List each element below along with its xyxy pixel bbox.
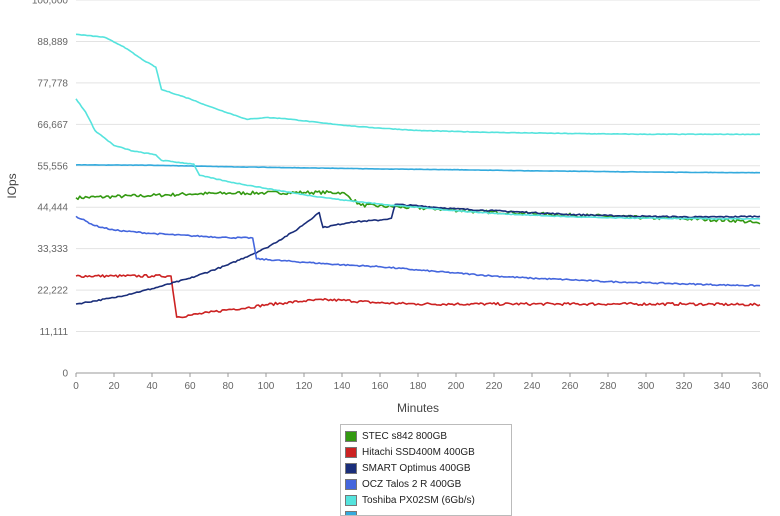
- x-tick-label: 20: [108, 381, 120, 392]
- y-tick-label: 55,556: [37, 161, 68, 172]
- y-tick-label: 100,000: [32, 0, 69, 7]
- y-tick-label: 11,111: [40, 327, 69, 338]
- x-tick-label: 160: [372, 381, 389, 392]
- legend-swatch: [345, 462, 357, 474]
- y-tick-label: 66,667: [37, 120, 68, 131]
- legend-label: STEC s842 800GB: [362, 430, 448, 442]
- y-tick-label: 33,333: [37, 244, 68, 255]
- line-chart: 0 11,111 22,222 33,333 44,444 55,556 66,667 77,…: [5, 0, 769, 415]
- legend-label: SMART Optimus 400GB: [362, 462, 471, 474]
- series-line[interactable]: [75, 215, 761, 287]
- series-line[interactable]: [75, 203, 761, 305]
- legend-item[interactable]: Toshiba PX02SM (6Gb/s): [345, 492, 511, 508]
- x-tick-label: 140: [334, 381, 351, 392]
- legend-item[interactable]: OCZ Talos 2 R 400GB: [345, 476, 511, 492]
- legend-swatch: [345, 478, 357, 490]
- legend-item[interactable]: [345, 508, 511, 515]
- x-tick-label: 60: [184, 381, 196, 392]
- x-tick-label: 280: [600, 381, 617, 392]
- x-tick-label: 40: [146, 381, 158, 392]
- x-tick-label: 220: [486, 381, 503, 392]
- x-tick-label: 300: [638, 381, 655, 392]
- legend-swatch: [345, 510, 357, 515]
- legend-label: OCZ Talos 2 R 400GB: [362, 478, 462, 490]
- legend-label: Toshiba PX02SM (6Gb/s): [362, 494, 475, 506]
- legend: STEC s842 800GB Hitachi SSD400M 400GB SM…: [340, 424, 512, 516]
- x-tick-label: 320: [676, 381, 693, 392]
- x-tick-label: 120: [296, 381, 313, 392]
- series-line[interactable]: [75, 164, 760, 174]
- legend-item[interactable]: SMART Optimus 400GB: [345, 460, 511, 476]
- x-tick-label: 180: [410, 381, 427, 392]
- series-lines: [75, 33, 761, 319]
- y-tick-label: 44,444: [37, 203, 68, 214]
- legend-item[interactable]: STEC s842 800GB: [345, 428, 511, 444]
- x-tick-label: 360: [752, 381, 769, 392]
- y-axis-ticks: 0 11,111 22,222 33,333 44,444 55,556 66,667 77,…: [32, 0, 69, 380]
- legend-label: Hitachi SSD400M 400GB: [362, 446, 475, 458]
- x-tick-label: 340: [714, 381, 731, 392]
- x-tick-label: 0: [73, 381, 79, 392]
- y-tick-label: 77,778: [37, 78, 68, 89]
- x-tick-label: 240: [524, 381, 541, 392]
- x-tick-label: 260: [562, 381, 579, 392]
- x-axis-ticks: 0 20 40 60 80 100 120 140 160 180 200 220 240 260 280 3…: [73, 373, 769, 392]
- x-tick-label: 80: [222, 381, 234, 392]
- series-line[interactable]: [75, 33, 761, 136]
- legend-item[interactable]: Hitachi SSD400M 400GB: [345, 444, 511, 460]
- series-line[interactable]: [75, 274, 761, 319]
- x-axis-title: Minutes: [397, 401, 439, 415]
- legend-swatch: [345, 494, 357, 506]
- y-tick-label: 88,889: [37, 37, 68, 48]
- y-axis-title: IOps: [5, 173, 19, 198]
- legend-swatch: [345, 446, 357, 458]
- y-tick-label: 22,222: [37, 286, 68, 297]
- x-tick-label: 100: [258, 381, 275, 392]
- x-tick-label: 200: [448, 381, 465, 392]
- legend-swatch: [345, 430, 357, 442]
- y-tick-label: 0: [62, 369, 68, 380]
- series-line[interactable]: [75, 98, 761, 220]
